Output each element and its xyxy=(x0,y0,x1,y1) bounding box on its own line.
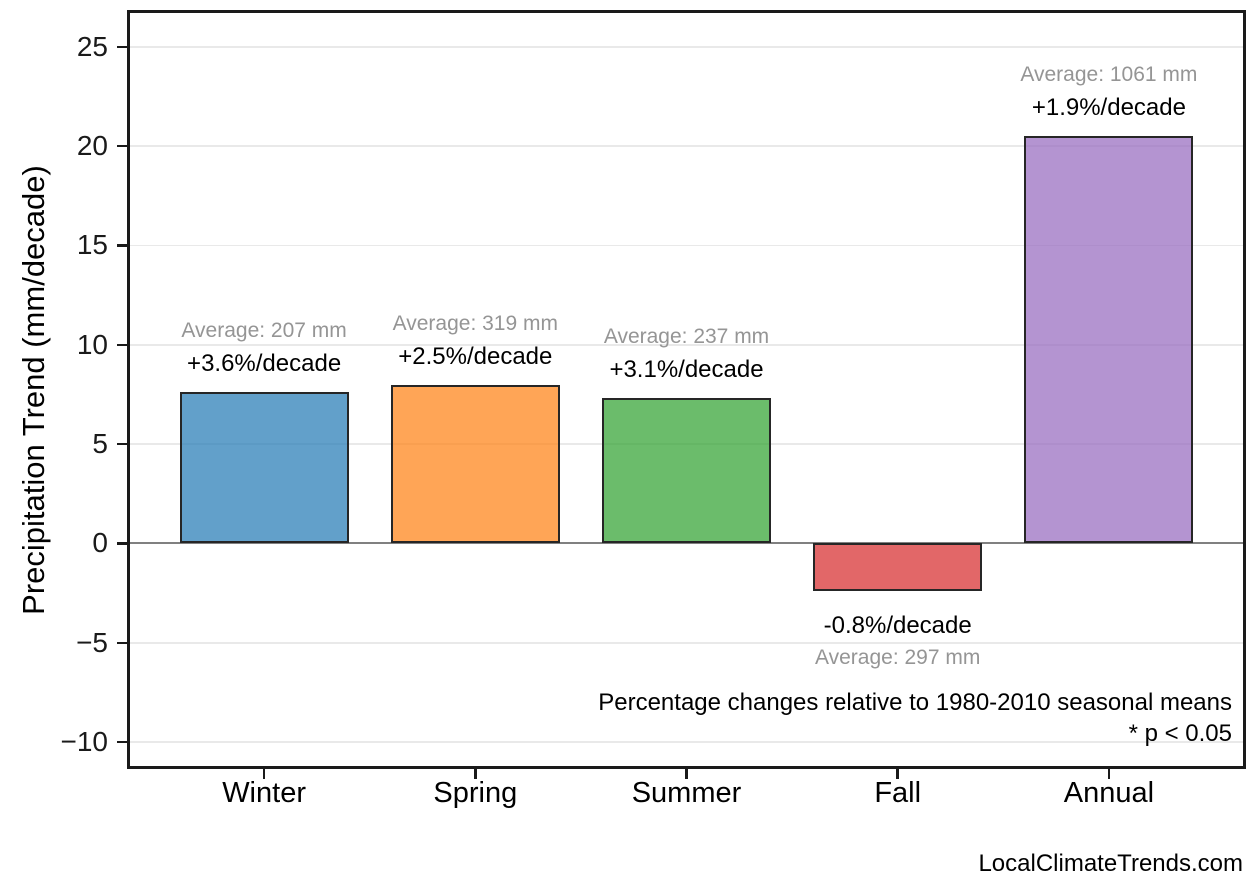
bar-avg-label-annual: Average: 1061 mm xyxy=(1020,63,1198,87)
y-tick-label: 20 xyxy=(76,130,108,162)
y-tick-label: 25 xyxy=(76,30,108,62)
bar-pct-label-summer: +3.1%/decade xyxy=(609,356,764,384)
y-tick-label: 10 xyxy=(76,328,108,360)
bar-avg-label-winter: Average: 207 mm xyxy=(181,319,347,343)
zero-axis-line xyxy=(130,542,1243,545)
y-tick xyxy=(117,45,127,49)
bar-summer xyxy=(602,398,771,544)
y-tick xyxy=(117,343,127,347)
note-significance: * p < 0.05 xyxy=(1128,720,1232,747)
y-tick xyxy=(117,442,127,446)
y-axis-title: Precipitation Trend (mm/decade) xyxy=(16,165,51,615)
y-tick xyxy=(117,542,127,545)
x-tick-label-summer: Summer xyxy=(631,777,742,809)
gridline xyxy=(130,344,1243,346)
x-tick-label-fall: Fall xyxy=(874,777,922,809)
bar-pct-label-winter: +3.6%/decade xyxy=(187,350,342,378)
plot-area: −10 −5 0 5 10 15 20 25 +3.6%/decade Average: 207 … xyxy=(61,13,1243,809)
watermark-text: LocalClimateTrends.com xyxy=(978,850,1243,877)
bar-avg-label-summer: Average: 237 mm xyxy=(603,325,770,349)
chart-notes: Percentage changes relative to 1980-2010… xyxy=(598,687,1232,749)
note-percentage-basis: Percentage changes relative to 1980-2010… xyxy=(598,689,1232,716)
x-tick xyxy=(896,766,899,779)
y-tick xyxy=(117,244,127,247)
y-tick xyxy=(117,144,127,148)
y-tick xyxy=(117,641,127,645)
bar-avg-label-fall: Average: 297 mm xyxy=(815,646,981,670)
gridline xyxy=(130,741,1243,743)
bar-annual xyxy=(1024,136,1194,544)
gridline xyxy=(130,145,1243,147)
bar-fall xyxy=(813,543,983,592)
x-tick-label-annual: Annual xyxy=(1063,777,1155,809)
y-tick-label: −10 xyxy=(60,726,109,758)
x-tick-label-spring: Spring xyxy=(433,777,518,809)
bar-pct-label-spring: +2.5%/decade xyxy=(398,342,553,370)
y-tick xyxy=(117,740,127,744)
gridline xyxy=(130,244,1243,247)
bar-pct-label-annual: +1.9%/decade xyxy=(1031,94,1186,122)
bar-spring xyxy=(390,384,560,544)
y-tick-label: 0 xyxy=(92,527,108,559)
y-tick-label: 15 xyxy=(76,229,108,261)
gridline xyxy=(130,46,1243,48)
gridline xyxy=(130,642,1243,644)
bar-pct-label-fall: -0.8%/decade xyxy=(823,612,972,640)
x-tick-label-winter: Winter xyxy=(222,777,306,809)
y-tick-label: 5 xyxy=(92,428,108,460)
bar-winter xyxy=(179,392,349,544)
y-tick-label: −5 xyxy=(76,626,108,658)
x-tick xyxy=(474,766,477,779)
x-tick xyxy=(262,766,266,779)
bar-avg-label-spring: Average: 319 mm xyxy=(392,311,558,335)
x-tick xyxy=(1107,766,1111,779)
x-tick xyxy=(685,766,688,779)
